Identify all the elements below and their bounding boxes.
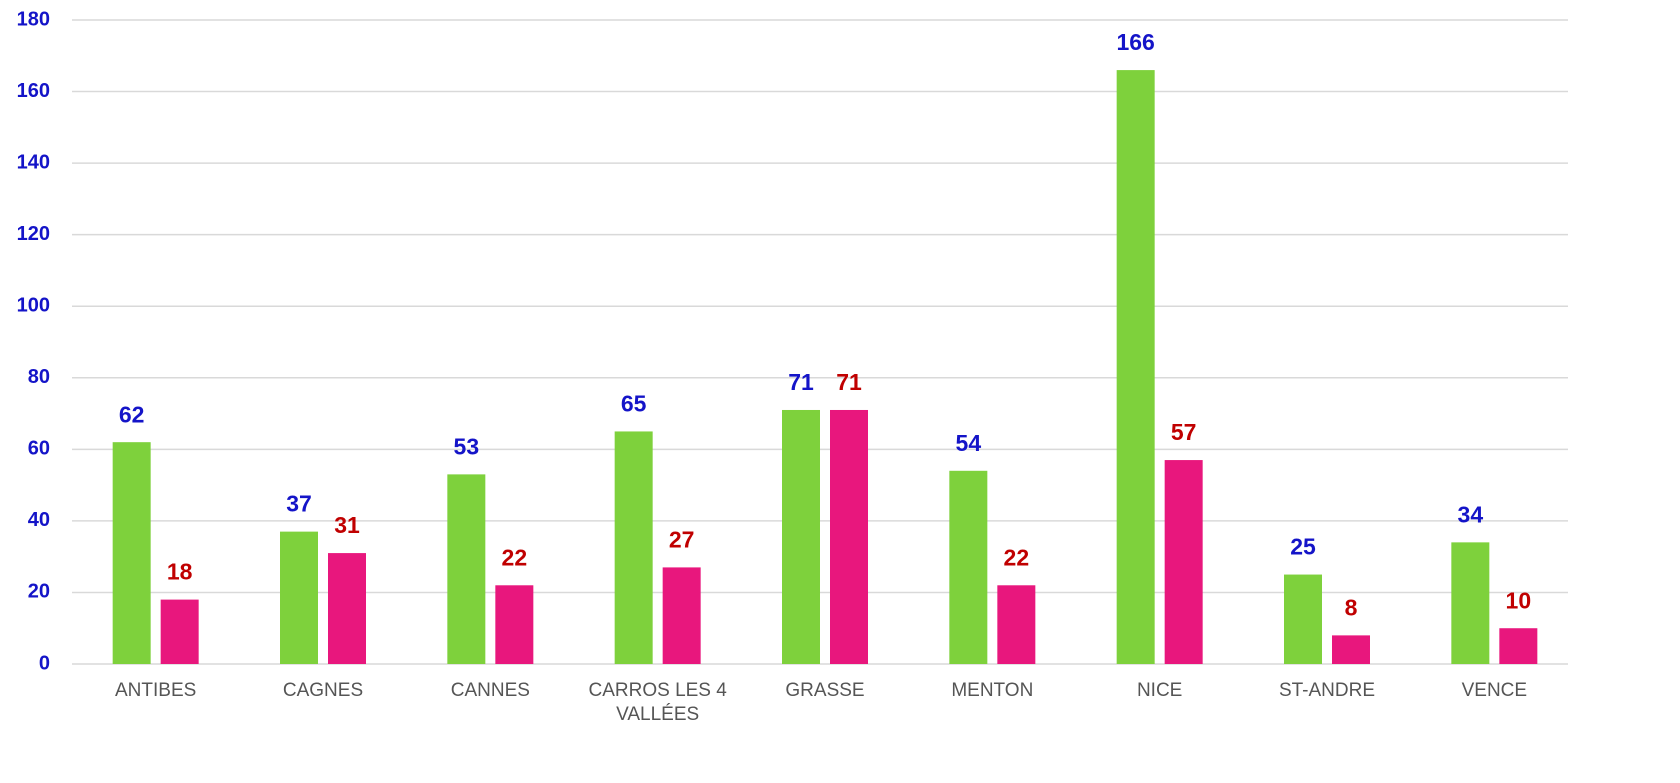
y-tick-label: 160 <box>17 80 50 102</box>
value-label: 10 <box>1506 587 1532 613</box>
x-tick-label: GRASSE <box>785 680 864 701</box>
x-tick-label: NICE <box>1137 680 1182 701</box>
bar <box>1164 460 1203 664</box>
x-tick-label: ST-ANDRE <box>1279 680 1375 701</box>
bar <box>495 585 534 664</box>
bar <box>328 553 366 664</box>
y-tick-label: 40 <box>28 509 50 531</box>
value-label: 22 <box>1004 544 1030 570</box>
value-label: 65 <box>621 391 647 417</box>
bar <box>949 470 988 664</box>
x-tick-label: CANNES <box>451 680 530 701</box>
y-tick-label: 0 <box>39 652 50 674</box>
bar <box>830 409 868 664</box>
x-tick-label: ANTIBES <box>115 680 196 701</box>
value-label: 18 <box>167 559 193 585</box>
value-label: 37 <box>286 491 312 517</box>
bar <box>1332 635 1370 664</box>
bar <box>1451 542 1490 664</box>
bar <box>112 442 151 664</box>
value-label: 27 <box>669 526 695 552</box>
y-tick-label: 140 <box>17 151 50 173</box>
y-tick-label: 80 <box>28 366 50 388</box>
bar <box>160 599 199 664</box>
x-tick-label: MENTON <box>951 680 1033 701</box>
bar <box>614 431 653 664</box>
value-label: 62 <box>119 401 145 427</box>
bar <box>1116 70 1155 665</box>
value-label: 71 <box>788 369 814 395</box>
bar <box>1284 574 1322 664</box>
bar <box>280 531 318 664</box>
value-label: 54 <box>956 430 982 456</box>
value-label: 22 <box>502 544 528 570</box>
value-label: 166 <box>1116 29 1154 55</box>
y-tick-label: 100 <box>17 295 50 317</box>
value-label: 57 <box>1171 419 1197 445</box>
value-label: 25 <box>1290 534 1316 560</box>
bar <box>997 585 1036 664</box>
bar <box>662 567 701 664</box>
y-tick-label: 180 <box>17 8 50 30</box>
value-label: 8 <box>1345 594 1358 620</box>
x-tick-label: CAGNES <box>283 680 363 701</box>
bar <box>1499 628 1538 664</box>
bar <box>447 474 486 664</box>
bar <box>782 409 820 664</box>
value-label: 34 <box>1458 501 1484 527</box>
y-tick-label: 20 <box>28 581 50 603</box>
value-label: 71 <box>836 369 862 395</box>
y-tick-label: 60 <box>28 438 50 460</box>
x-tick-label: VENCE <box>1462 680 1527 701</box>
value-label: 53 <box>454 433 480 459</box>
x-tick-label: CARROS LES 4 VALLÉES <box>589 680 728 725</box>
value-label: 31 <box>334 512 360 538</box>
y-tick-label: 120 <box>17 223 50 245</box>
